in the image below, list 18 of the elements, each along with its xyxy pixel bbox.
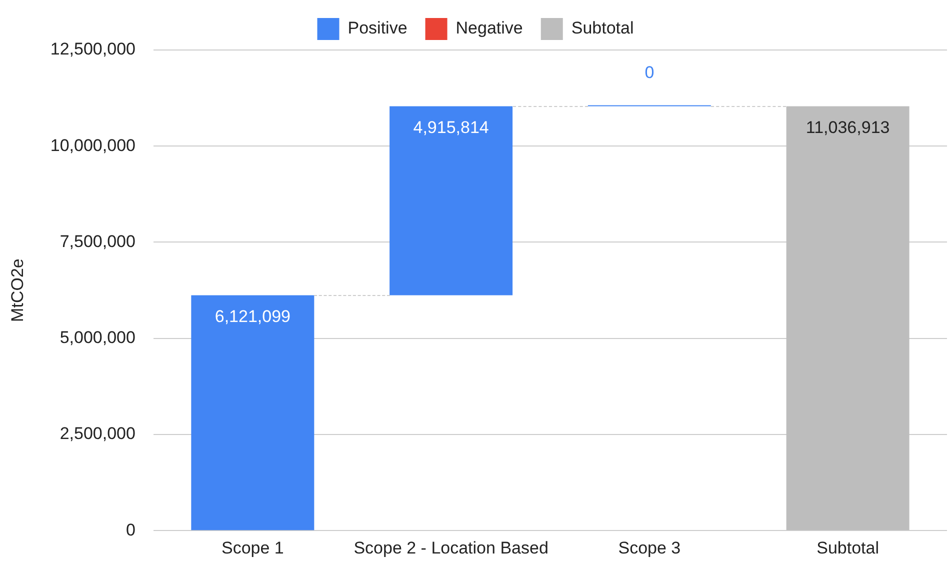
data-label: 4,915,814 [413,118,489,137]
data-label: 0 [644,62,654,82]
x-tick-label: Scope 2 - Location Based [354,538,548,558]
y-tick-label: 2,500,000 [60,424,136,444]
x-tick-label: Scope 1 [221,538,284,558]
y-tick-label: 5,000,000 [60,328,136,348]
legend-label: Negative [456,18,523,38]
data-label: 11,036,913 [806,118,890,137]
legend-label: Positive [348,18,408,38]
legend-label: Subtotal [571,18,634,38]
y-tick-label: 0 [126,520,136,540]
x-tick-label: Scope 3 [618,538,681,558]
y-tick-label: 12,500,000 [50,40,136,59]
y-axis-title: MtCO2e [8,258,27,322]
y-tick-label: 10,000,000 [50,136,136,155]
x-tick-label: Subtotal [816,538,880,558]
y-tick-label: 7,500,000 [60,232,136,251]
data-label: 6,121,099 [214,306,290,326]
